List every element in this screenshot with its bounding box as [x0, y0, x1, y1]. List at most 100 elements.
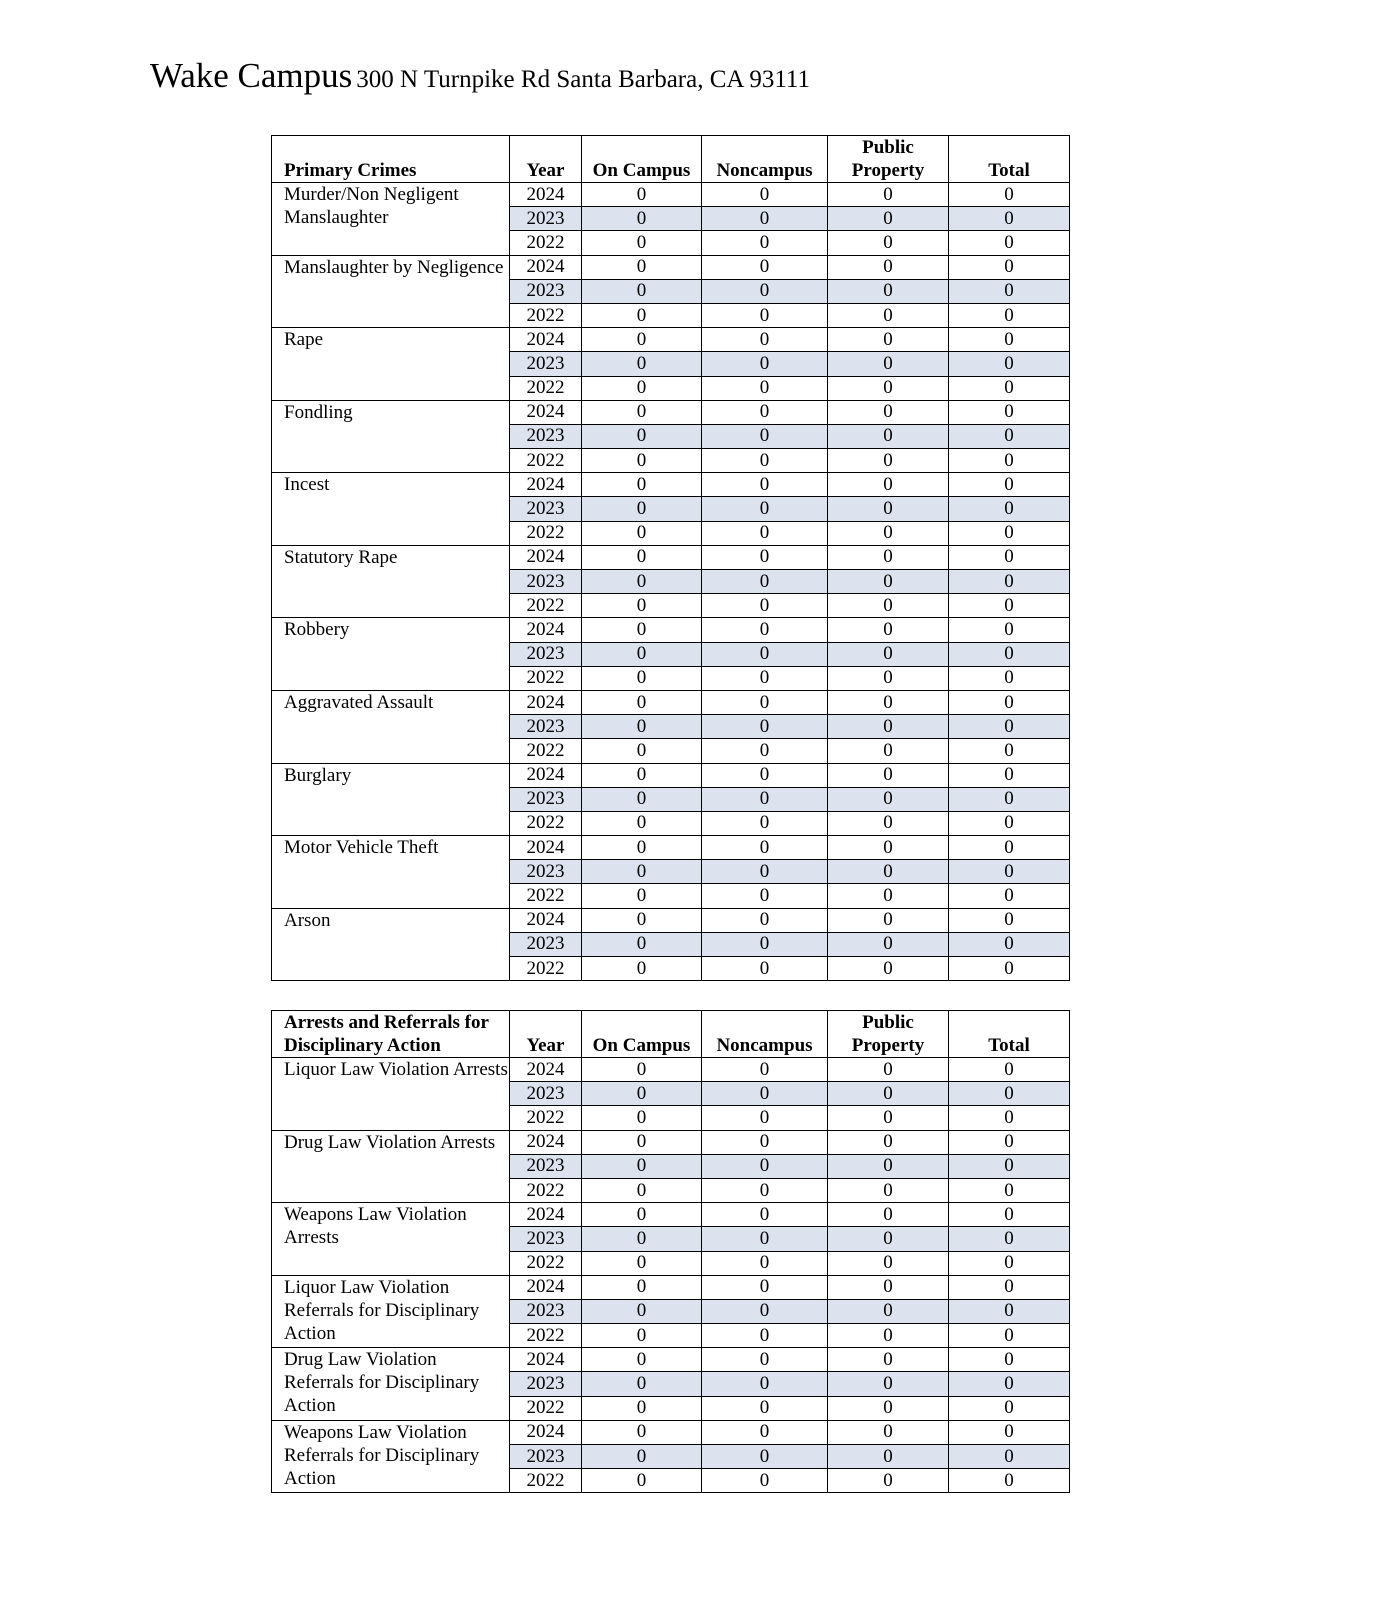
year-cell: 2022 [509, 1395, 582, 1421]
total-cell: 0 [948, 593, 1070, 619]
on-campus-cell: 0 [581, 568, 702, 595]
noncampus-cell: 0 [701, 448, 828, 474]
column-header-public-property: Public Property [827, 1010, 949, 1058]
total-cell: 0 [948, 714, 1070, 740]
public-property-cell: 0 [827, 448, 949, 474]
year-cell: 2024 [509, 1202, 582, 1228]
total-cell: 0 [948, 351, 1070, 377]
public-property-cell: 0 [827, 544, 949, 571]
public-property-cell: 0 [827, 1371, 949, 1397]
total-cell: 0 [948, 931, 1070, 958]
on-campus-cell: 0 [581, 689, 702, 716]
public-property-cell: 0 [827, 568, 949, 595]
total-cell: 0 [948, 327, 1070, 353]
year-cell: 2022 [509, 1468, 582, 1494]
total-cell: 0 [948, 617, 1070, 643]
total-cell: 0 [948, 786, 1070, 812]
table-row: 2023 0 0 0 0 [272, 351, 1070, 377]
public-property-cell: 0 [827, 230, 949, 256]
on-campus-cell: 0 [581, 931, 702, 958]
table-row: Robbery 2024 0 0 0 0 [271, 617, 1070, 691]
public-property-cell: 0 [827, 810, 949, 837]
public-property-cell: 0 [827, 835, 949, 861]
on-campus-cell: 0 [581, 810, 702, 837]
on-campus-cell: 0 [581, 1298, 702, 1325]
table-row: 2023 0 0 0 0 [272, 206, 1070, 232]
noncampus-cell: 0 [701, 1081, 828, 1107]
on-campus-cell: 0 [581, 206, 702, 232]
noncampus-cell: 0 [701, 399, 828, 425]
table-row: 2022 0 0 0 0 [272, 448, 1070, 474]
total-cell: 0 [948, 568, 1070, 595]
table-row: 2023 0 0 0 0 [272, 278, 1070, 304]
table-row: 2022 0 0 0 0 [272, 1468, 1070, 1494]
public-property-cell: 0 [827, 520, 949, 546]
noncampus-cell: 0 [701, 520, 828, 546]
total-cell: 0 [948, 496, 1070, 522]
public-property-cell: 0 [827, 423, 949, 450]
table-row: 2023 0 0 0 0 [272, 1226, 1070, 1252]
year-cell: 2023 [509, 641, 582, 667]
total-cell: 0 [948, 1347, 1070, 1373]
on-campus-cell: 0 [581, 1371, 702, 1397]
category-label: Liquor Law Violation Referrals for Disci… [271, 1274, 510, 1349]
on-campus-cell: 0 [581, 254, 702, 280]
table-row: 2022 0 0 0 0 [272, 1105, 1070, 1131]
on-campus-cell: 0 [581, 955, 702, 982]
table-row: Drug Law Violation Referrals for Discipl… [271, 1347, 1070, 1421]
total-cell: 0 [948, 1202, 1070, 1228]
on-campus-cell: 0 [581, 1202, 702, 1228]
column-header-total: Total [948, 135, 1070, 183]
noncampus-cell: 0 [701, 423, 828, 450]
noncampus-cell: 0 [701, 835, 828, 861]
year-cell: 2024 [509, 689, 582, 716]
total-cell: 0 [948, 278, 1070, 304]
year-cell: 2023 [509, 351, 582, 377]
noncampus-cell: 0 [701, 1153, 828, 1179]
public-property-cell: 0 [827, 1202, 949, 1228]
on-campus-cell: 0 [581, 375, 702, 401]
table-row: 2023 0 0 0 0 [272, 496, 1070, 522]
on-campus-cell: 0 [581, 907, 702, 933]
table-row: Aggravated Assault 2024 0 0 0 0 [271, 689, 1070, 764]
noncampus-cell: 0 [701, 1298, 828, 1325]
total-cell: 0 [948, 1468, 1070, 1494]
on-campus-cell: 0 [581, 1177, 702, 1204]
year-cell: 2024 [509, 399, 582, 425]
on-campus-cell: 0 [581, 230, 702, 256]
table-row: 2023 0 0 0 0 [272, 714, 1070, 740]
category-label: Arson [271, 907, 510, 982]
noncampus-cell: 0 [701, 689, 828, 716]
year-cell: 2024 [509, 544, 582, 571]
table-row: Fondling 2024 0 0 0 0 [271, 399, 1070, 474]
public-property-cell: 0 [827, 641, 949, 667]
year-cell: 2024 [509, 472, 582, 498]
noncampus-cell: 0 [701, 1056, 828, 1083]
total-cell: 0 [948, 1419, 1070, 1446]
public-property-cell: 0 [827, 181, 949, 208]
public-property-cell: 0 [827, 1153, 949, 1179]
table-row: 2023 0 0 0 0 [272, 1298, 1070, 1325]
on-campus-cell: 0 [581, 1347, 702, 1373]
total-cell: 0 [948, 859, 1070, 885]
public-property-cell: 0 [827, 1274, 949, 1300]
year-cell: 2022 [509, 520, 582, 546]
table-row: Murder/Non Negligent Manslaughter 2024 0 0 0… [271, 181, 1070, 256]
table-row: Burglary 2024 0 0 0 0 [271, 762, 1070, 837]
category-label: Drug Law Violation Arrests [271, 1129, 510, 1204]
year-cell: 2024 [509, 254, 582, 280]
total-cell: 0 [948, 1443, 1070, 1470]
public-property-cell: 0 [827, 1056, 949, 1083]
public-property-cell: 0 [827, 302, 949, 329]
year-cell: 2023 [509, 1298, 582, 1325]
noncampus-cell: 0 [701, 641, 828, 667]
year-cell: 2023 [509, 859, 582, 885]
year-cell: 2022 [509, 375, 582, 401]
total-cell: 0 [948, 254, 1070, 280]
total-cell: 0 [948, 1250, 1070, 1276]
primary-crimes-table: Primary Crimes Year On Campus Noncampus Publ… [271, 135, 1070, 982]
total-cell: 0 [948, 1105, 1070, 1131]
on-campus-cell: 0 [581, 278, 702, 304]
on-campus-cell: 0 [581, 1250, 702, 1276]
noncampus-cell: 0 [701, 762, 828, 788]
